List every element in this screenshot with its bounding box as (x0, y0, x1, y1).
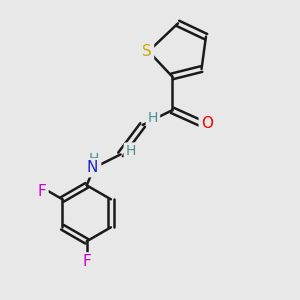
Text: H: H (89, 152, 99, 166)
Text: N: N (87, 160, 98, 175)
Text: S: S (142, 44, 152, 59)
Text: F: F (38, 184, 46, 199)
Text: O: O (201, 116, 213, 131)
Text: F: F (82, 254, 91, 269)
Text: H: H (126, 145, 136, 158)
Text: H: H (148, 111, 158, 124)
